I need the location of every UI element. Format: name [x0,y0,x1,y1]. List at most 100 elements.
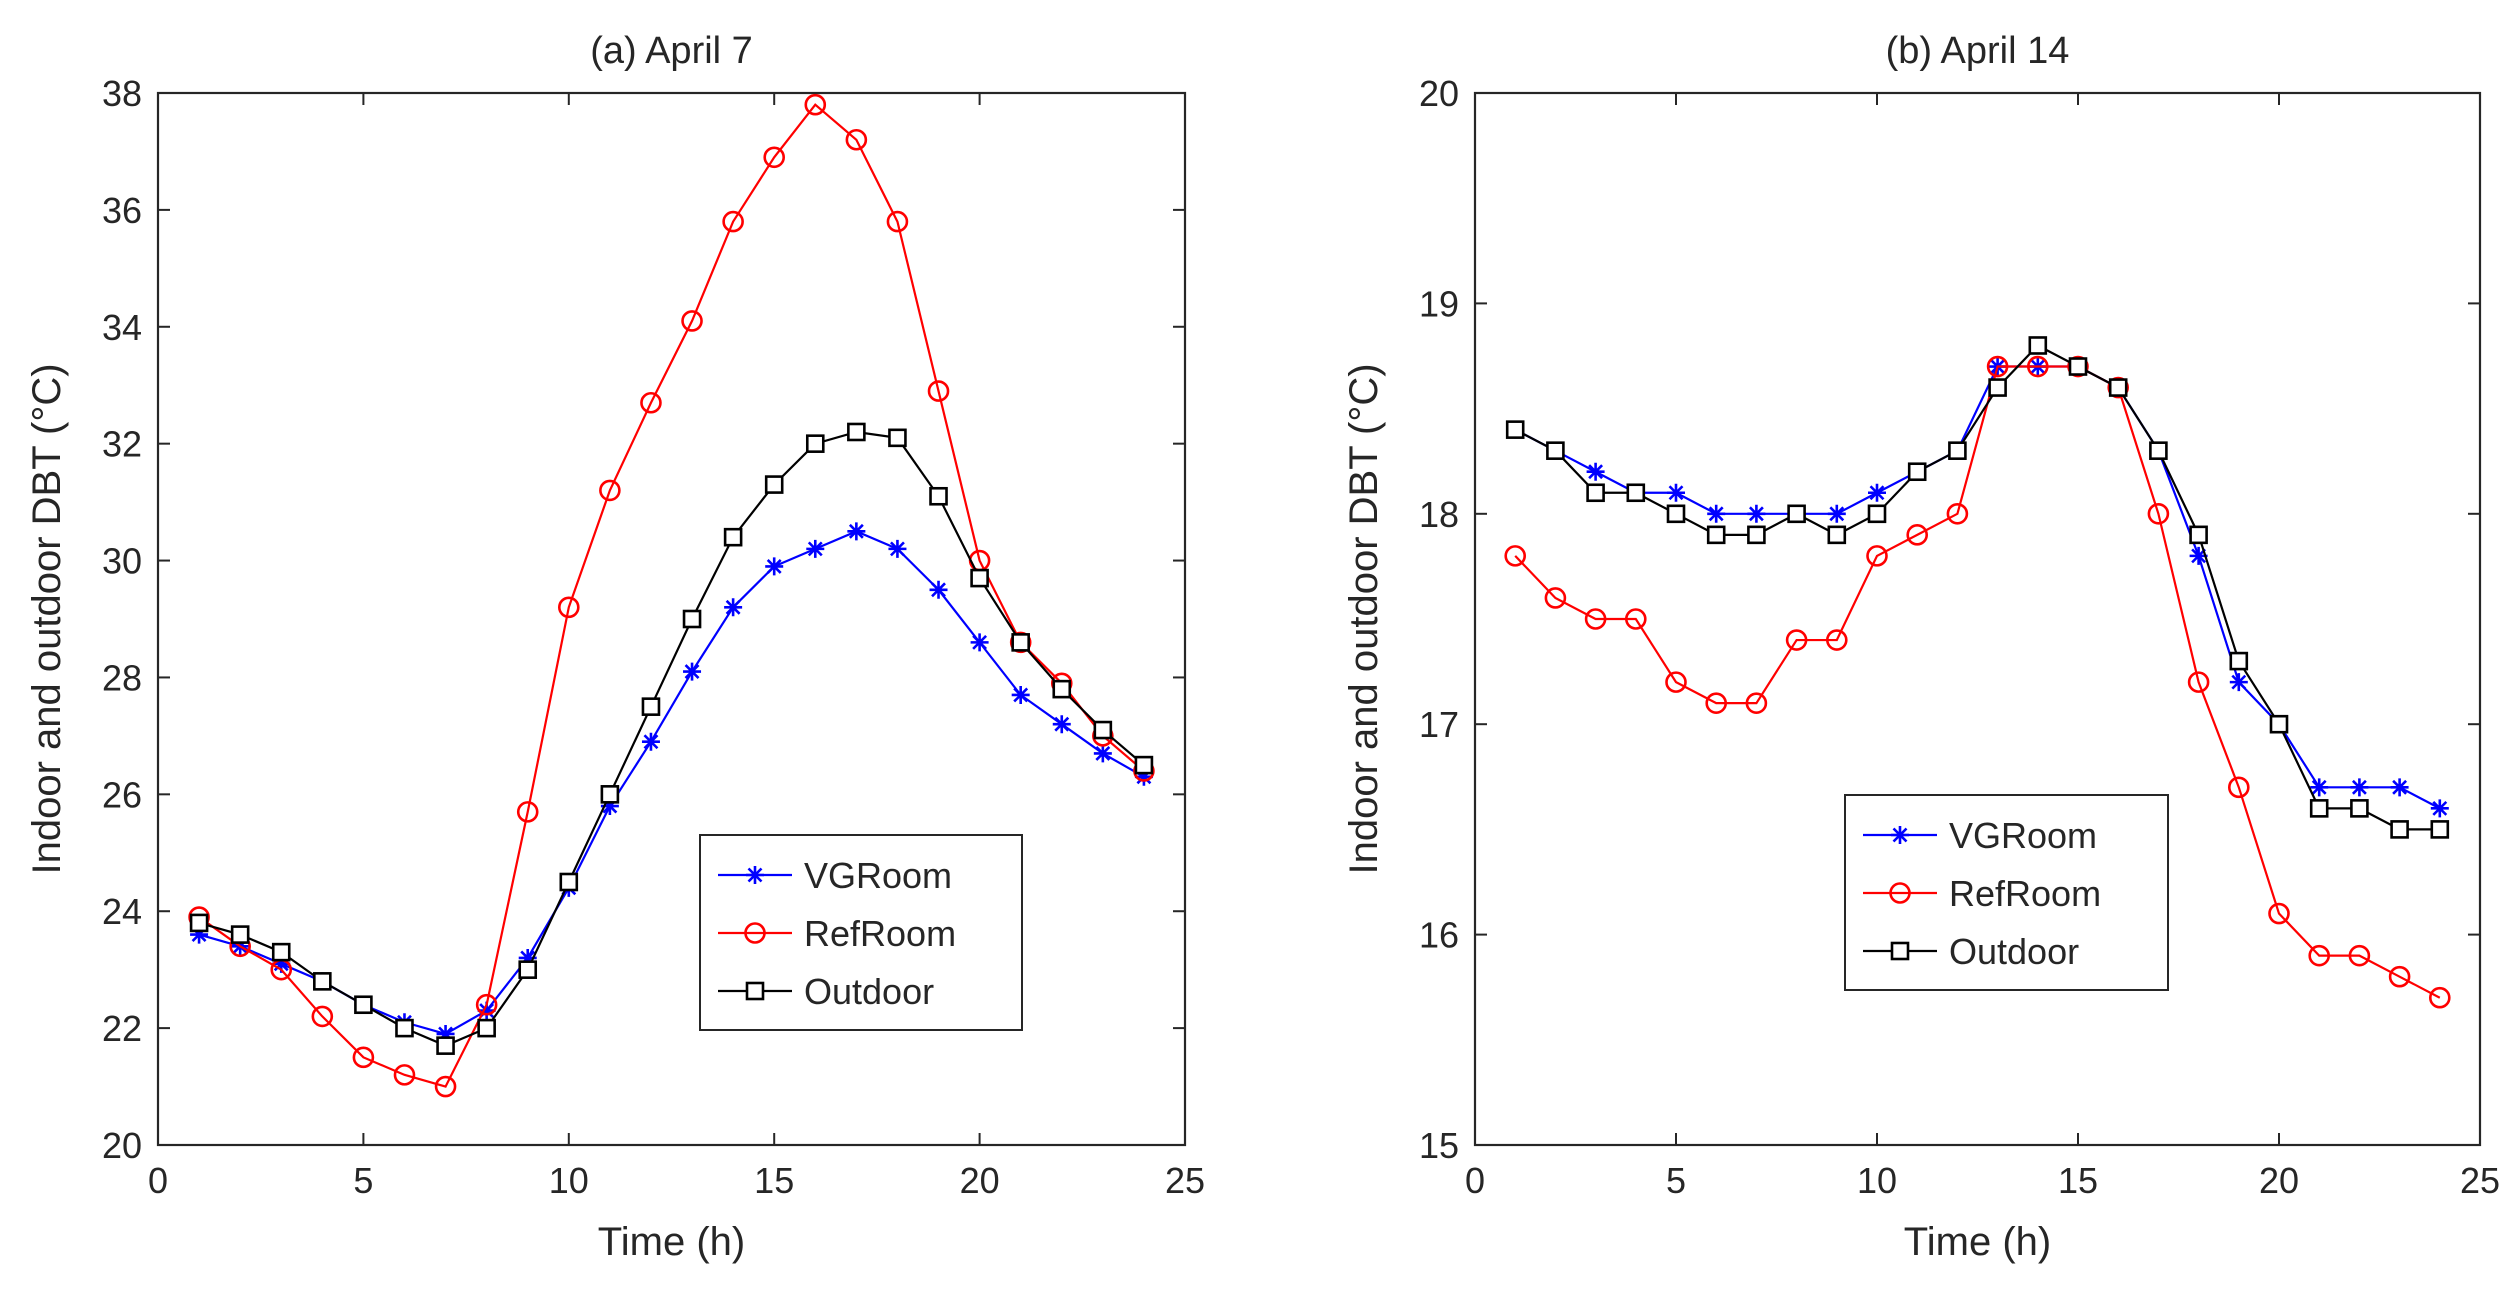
data-point-refroom [845,128,868,151]
data-point-outdoor [2390,820,2409,839]
data-point-outdoor [2229,651,2249,671]
data-point-refroom [2067,355,2089,378]
data-point-refroom [1866,545,1888,567]
data-point-refroom [1986,355,2009,378]
data-point-vgroom [436,1024,455,1043]
data-point-outdoor [230,925,250,944]
data-point-vgroom [765,557,784,576]
data-point-refroom [311,1005,334,1028]
data-point-refroom [1665,671,1687,693]
data-point-outdoor [2350,799,2369,818]
plot-area [158,93,1185,1145]
data-point-vgroom [2390,778,2409,797]
y-tick-label: 30 [102,541,142,582]
data-point-refroom [516,801,539,823]
data-point-refroom [2388,965,2411,988]
legend-item-outdoor: Outdoor [718,971,934,1012]
data-point-refroom [927,380,950,402]
x-axis-label: Time (h) [1904,1220,2051,1264]
data-point-refroom [599,479,621,502]
data-point-outdoor [888,428,907,448]
data-point-outdoor [477,1018,496,1038]
data-point-outdoor [970,568,989,588]
legend-marker [1891,826,1909,844]
data-point-refroom [2268,902,2290,925]
y-tick-label: 32 [102,424,142,465]
data-point-refroom [1826,629,1848,651]
legend-label: RefRoom [804,913,956,954]
data-point-outdoor [1546,441,1565,460]
data-point-vgroom [724,598,743,617]
data-point-refroom [2228,776,2250,799]
data-point-outdoor [1134,755,1154,775]
legend: VGRoom RefRoom Outdoor [699,834,1023,1031]
data-point-refroom [1705,692,1727,714]
x-tick-label: 15 [754,1160,794,1201]
legend-item-vgroom: VGRoom [1863,815,2097,856]
y-tick-label: 20 [102,1125,142,1166]
chart-panel-1: 0 5 10 15 20 25 20 22 24 26 28 30 32 34 36 38 (a) April … [25,30,1205,1264]
data-point-vgroom [190,925,209,944]
data-point-vgroom [600,797,619,816]
chart-panel-2: 0 5 10 15 20 25 15 16 17 18 19 20 (b) April 14 Time (… [1342,30,2500,1264]
data-point-outdoor [1988,378,2007,397]
data-point-vgroom [2430,799,2449,818]
axes-box [1473,91,2482,1147]
data-point-outdoor [1867,504,1887,524]
data-point-refroom [1946,502,1969,525]
data-point-outdoor [313,972,332,991]
data-point-vgroom [2189,546,2208,565]
data-point-vgroom [1134,767,1153,786]
data-point-refroom [2027,355,2049,378]
y-tick-label: 17 [1419,704,1459,745]
data-point-refroom [804,93,827,116]
data-point-refroom [886,210,909,233]
data-point-refroom [557,596,580,619]
x-tick-label: 5 [353,1160,373,1201]
data-point-outdoor [1827,525,1847,545]
data-point-outdoor [518,960,538,979]
data-point-outdoor [682,609,702,629]
data-point-outdoor [929,486,948,506]
data-point-refroom [2187,671,2210,693]
legend-item-refroom: RefRoom [718,913,956,954]
data-point-outdoor [395,1018,414,1038]
data-point-outdoor [354,995,373,1015]
data-point-vgroom [641,732,660,751]
data-point-refroom [681,310,703,332]
data-point-refroom [2308,944,2330,967]
data-point-refroom [475,993,498,1016]
data-point-outdoor [2189,525,2208,545]
data-point-vgroom [970,633,989,652]
legend-label: RefRoom [1949,873,2101,914]
y-tick-label: 36 [102,190,142,231]
x-tick-label: 25 [2460,1160,2500,1201]
x-tick-label: 10 [1857,1160,1897,1201]
y-axis-label: Indoor and outdoor DBT (°C) [25,363,69,874]
series-refroom [1504,355,2451,1009]
data-point-vgroom [847,522,866,541]
x-tick-label: 25 [1165,1160,1205,1201]
legend: VGRoom RefRoom Outdoor [1844,794,2169,991]
data-point-outdoor [1505,420,1525,439]
data-point-refroom [1009,631,1032,654]
data-point-refroom [2429,986,2451,1009]
y-tick-label: 26 [102,774,142,815]
data-point-outdoor [1011,633,1030,652]
data-point-vgroom [806,539,825,558]
legend-marker [746,866,764,884]
data-point-outdoor [2108,378,2128,397]
data-point-vgroom [1011,685,1030,704]
data-point-outdoor [600,785,620,804]
data-point-vgroom [2310,778,2329,797]
data-point-outdoor [1787,504,1806,524]
data-point-refroom [1625,608,1647,630]
y-tick-label: 20 [1419,73,1459,114]
x-tick-label: 10 [549,1160,589,1201]
series-outdoor [189,422,1154,1055]
legend-label: Outdoor [1949,931,2079,972]
data-point-refroom [2348,944,2371,967]
data-point-outdoor [764,475,784,494]
axes-box [156,91,1187,1147]
